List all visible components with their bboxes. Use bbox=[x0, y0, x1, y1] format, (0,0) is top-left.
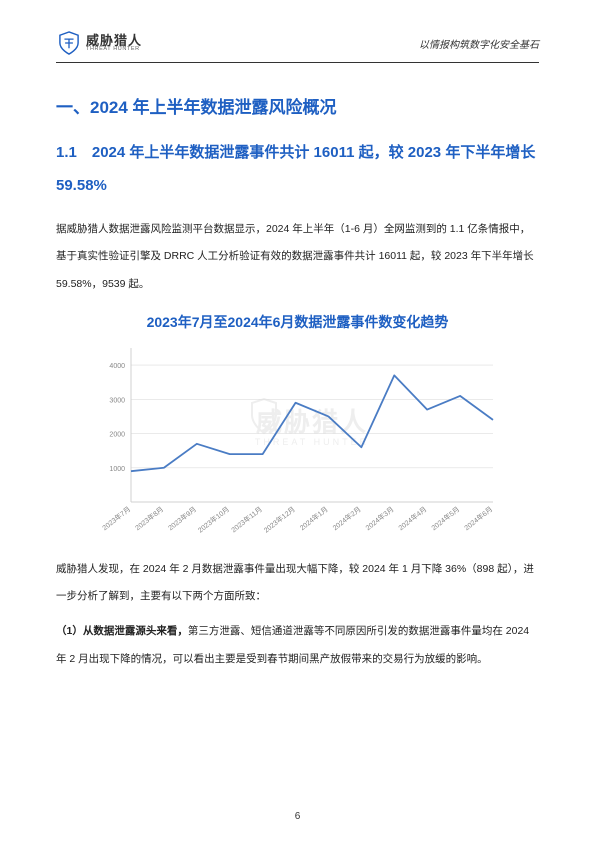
svg-text:2023年8月: 2023年8月 bbox=[133, 504, 165, 532]
svg-text:2023年11月: 2023年11月 bbox=[229, 504, 264, 534]
line-chart-svg: 威胁猎人THREAT HUNTER10002000300040002023年7月… bbox=[93, 342, 503, 542]
svg-text:2024年2月: 2024年2月 bbox=[330, 504, 362, 532]
logo: 威胁猎人 THREAT HUNTER bbox=[56, 30, 142, 56]
svg-text:2023年10月: 2023年10月 bbox=[195, 504, 230, 534]
svg-text:2000: 2000 bbox=[109, 431, 125, 438]
svg-text:3000: 3000 bbox=[109, 397, 125, 404]
svg-text:威胁猎人: 威胁猎人 bbox=[255, 407, 367, 437]
svg-text:2024年6月: 2024年6月 bbox=[462, 504, 494, 532]
svg-text:2023年7月: 2023年7月 bbox=[100, 504, 132, 532]
logo-text-en: THREAT HUNTER bbox=[86, 47, 142, 53]
paragraph-2: 威胁猎人发现，在 2024 年 2 月数据泄露事件量出现大幅下降，较 2024 … bbox=[56, 556, 539, 611]
logo-shield-icon bbox=[56, 30, 82, 56]
subsection-heading: 1.1 2024 年上半年数据泄露事件共计 16011 起，较 2023 年下半… bbox=[56, 136, 539, 202]
paragraph-3-bold: （1）从数据泄露源头来看， bbox=[56, 625, 188, 637]
svg-text:2024年4月: 2024年4月 bbox=[396, 504, 428, 532]
section-heading: 一、2024 年上半年数据泄露风险概况 bbox=[56, 93, 539, 118]
svg-text:4000: 4000 bbox=[109, 363, 125, 370]
trend-chart: 2023年7月至2024年6月数据泄露事件数变化趋势 威胁猎人THREAT HU… bbox=[93, 312, 503, 542]
svg-text:2023年9月: 2023年9月 bbox=[166, 504, 198, 532]
page-number: 6 bbox=[0, 811, 595, 822]
chart-title: 2023年7月至2024年6月数据泄露事件数变化趋势 bbox=[93, 312, 503, 332]
svg-text:2024年1月: 2024年1月 bbox=[297, 504, 329, 532]
header-divider bbox=[56, 62, 539, 63]
svg-text:1000: 1000 bbox=[109, 466, 125, 473]
page-header: 威胁猎人 THREAT HUNTER 以情报构筑数字化安全基石 bbox=[56, 30, 539, 56]
svg-text:2024年3月: 2024年3月 bbox=[363, 504, 395, 532]
svg-text:2024年5月: 2024年5月 bbox=[429, 504, 461, 532]
header-tagline: 以情报构筑数字化安全基石 bbox=[419, 36, 539, 51]
paragraph-3: （1）从数据泄露源头来看，第三方泄露、短信通道泄露等不同原因所引发的数据泄露事件… bbox=[56, 618, 539, 673]
paragraph-1: 据威胁猎人数据泄露风险监测平台数据显示，2024 年上半年（1-6 月）全网监测… bbox=[56, 216, 539, 298]
svg-text:2023年12月: 2023年12月 bbox=[261, 504, 296, 534]
logo-text-cn: 威胁猎人 bbox=[86, 34, 142, 47]
